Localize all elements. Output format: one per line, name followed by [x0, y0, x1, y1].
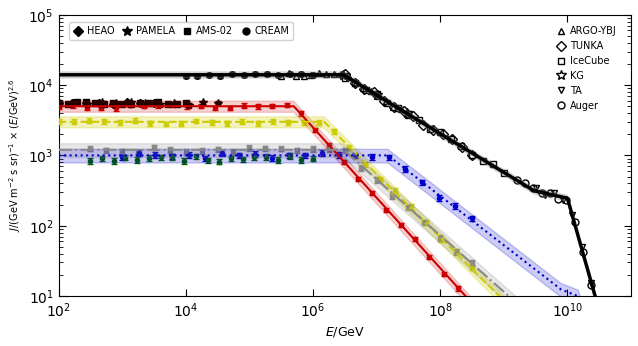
- Y-axis label: $J$/(GeV m$^{-2}$ s sr)$^{-1}$ $\times$ $(E/\mathrm{GeV})^{2.6}$: $J$/(GeV m$^{-2}$ s sr)$^{-1}$ $\times$ …: [7, 79, 23, 232]
- X-axis label: $E$/GeV: $E$/GeV: [325, 325, 365, 339]
- Legend: ARGO-YBJ, TUNKA, IceCube, KG, TA, Auger: ARGO-YBJ, TUNKA, IceCube, KG, TA, Auger: [553, 22, 621, 115]
